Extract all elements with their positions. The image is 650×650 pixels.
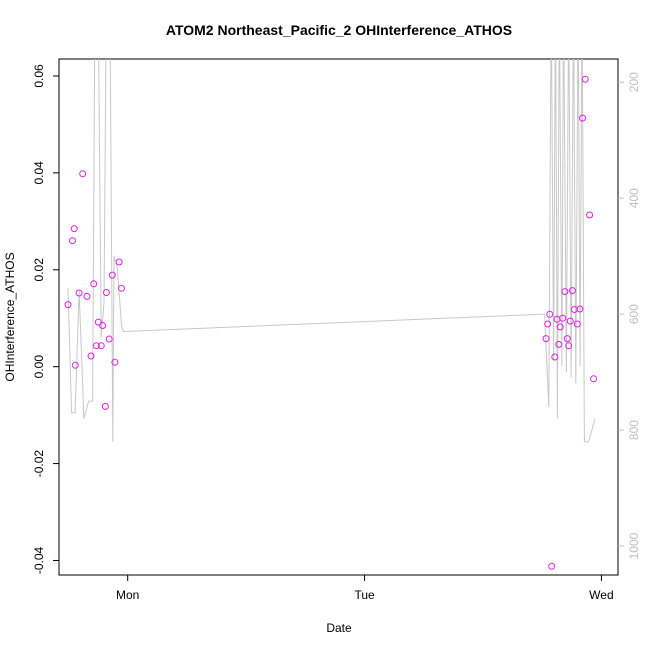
y2-tick-label: 200 bbox=[627, 72, 641, 92]
x-tick-label: Tue bbox=[354, 588, 375, 602]
data-point bbox=[94, 318, 102, 326]
y-tick-label: 0.02 bbox=[32, 258, 46, 282]
y-tick-label: -0.04 bbox=[32, 546, 46, 574]
x-tick-label: Wed bbox=[589, 588, 613, 602]
data-point bbox=[542, 335, 550, 343]
data-point bbox=[556, 323, 564, 331]
data-point bbox=[115, 258, 123, 266]
data-point bbox=[555, 340, 563, 348]
y2-tick-label: 1000 bbox=[627, 532, 641, 559]
data-point bbox=[581, 75, 589, 83]
data-point bbox=[586, 211, 594, 219]
data-point bbox=[79, 170, 87, 178]
data-point bbox=[561, 288, 569, 296]
data-point bbox=[64, 301, 72, 309]
data-point bbox=[559, 314, 567, 322]
plot-area-frame bbox=[58, 58, 619, 576]
y-tick-label: 0.00 bbox=[32, 355, 46, 379]
y2-tick-label: 400 bbox=[627, 188, 641, 208]
data-point bbox=[569, 287, 576, 295]
data-point bbox=[111, 358, 119, 366]
data-point bbox=[97, 342, 105, 350]
data-point bbox=[565, 342, 573, 350]
pressure-line-layer bbox=[67, 59, 596, 443]
x-tick-label: Mon bbox=[116, 588, 139, 602]
y-axis-left: -0.04 -0.02 0.00 0.02 0.04 0.06 bbox=[32, 64, 59, 574]
data-point bbox=[563, 335, 571, 343]
data-point bbox=[99, 322, 107, 329]
y-axis-right: 200 400 600 800 1000 bbox=[618, 72, 641, 559]
data-point bbox=[546, 310, 554, 318]
data-point bbox=[579, 114, 586, 122]
y-tick-label: 0.06 bbox=[32, 64, 46, 88]
y-tick-label: 0.04 bbox=[32, 161, 46, 185]
data-point bbox=[71, 361, 79, 369]
data-point bbox=[108, 271, 116, 279]
data-point bbox=[87, 352, 95, 360]
pressure-line-0 bbox=[67, 59, 596, 443]
data-point bbox=[590, 375, 598, 383]
x-axis-label: Date bbox=[326, 621, 352, 635]
data-point bbox=[70, 225, 78, 233]
data-point bbox=[105, 335, 113, 343]
point-layer bbox=[64, 75, 598, 570]
data-point bbox=[102, 289, 110, 296]
chart-title: ATOM2 Northeast_Pacific_2 OHInterference… bbox=[166, 22, 512, 38]
data-point bbox=[548, 562, 556, 570]
data-point bbox=[83, 292, 91, 300]
data-point bbox=[92, 342, 100, 350]
data-point bbox=[101, 402, 109, 410]
data-point bbox=[75, 289, 83, 297]
y2-tick-label: 800 bbox=[627, 420, 641, 440]
data-point bbox=[576, 305, 584, 313]
data-point bbox=[544, 320, 552, 328]
x-axis: Mon Tue Wed bbox=[116, 575, 614, 602]
data-point bbox=[566, 317, 574, 325]
data-point bbox=[551, 353, 559, 361]
data-point bbox=[118, 284, 125, 292]
data-point bbox=[69, 237, 76, 245]
y-axis-label: OHInterference_ATHOS bbox=[3, 252, 17, 381]
data-point bbox=[573, 320, 581, 328]
data-point bbox=[90, 280, 98, 288]
y2-tick-label: 600 bbox=[627, 304, 641, 324]
y-tick-label: -0.02 bbox=[32, 450, 46, 478]
